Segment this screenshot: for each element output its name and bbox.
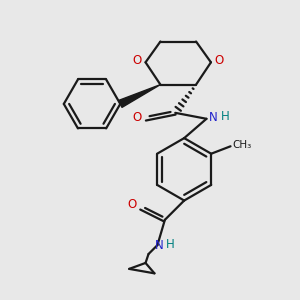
Text: H: H [166, 238, 174, 251]
Text: CH₃: CH₃ [232, 140, 251, 150]
Text: O: O [133, 54, 142, 67]
Text: N: N [154, 239, 163, 252]
Text: O: O [132, 111, 141, 124]
Text: N: N [208, 111, 217, 124]
Polygon shape [118, 85, 160, 107]
Text: O: O [214, 54, 224, 67]
Text: H: H [220, 110, 229, 123]
Text: O: O [128, 199, 137, 212]
